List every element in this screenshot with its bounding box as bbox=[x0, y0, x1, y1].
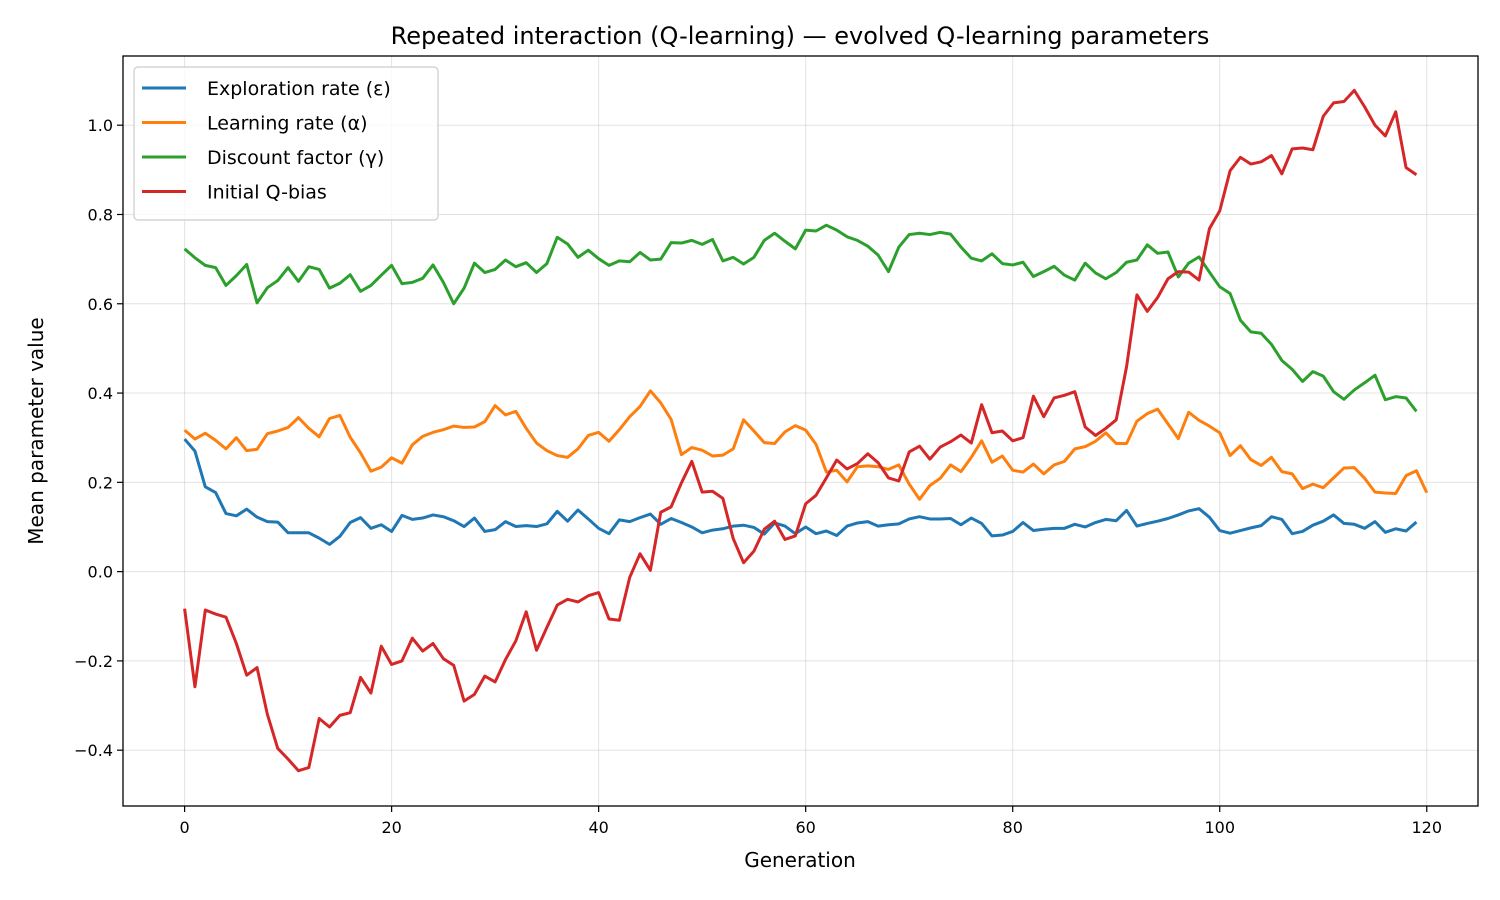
series-line-discount-factor bbox=[183, 223, 1418, 413]
x-tick-label: 0 bbox=[179, 818, 189, 837]
legend-label: Exploration rate (ε) bbox=[207, 78, 391, 100]
chart-title: Repeated interaction (Q-learning) — evol… bbox=[391, 22, 1210, 50]
grid bbox=[123, 56, 1478, 806]
legend: Exploration rate (ε) Learning rate (α) Dis… bbox=[133, 66, 439, 221]
series-lines bbox=[183, 88, 1429, 773]
legend-label: Discount factor (γ) bbox=[207, 147, 384, 169]
y-tick-label: 0.4 bbox=[88, 384, 113, 403]
x-tick-label: 40 bbox=[588, 818, 608, 837]
plot-frame bbox=[122, 55, 1479, 807]
series-line-initial-q-bias bbox=[183, 88, 1418, 773]
y-tick-label: 0.2 bbox=[88, 473, 113, 492]
axis-ticks: 0 20 40 60 80 100 120 −0.4 −0.2 0.0 0.2 0.4 0.6 0.8 1.… bbox=[74, 116, 1442, 837]
x-tick-label: 100 bbox=[1204, 818, 1235, 837]
x-axis-title: Generation bbox=[744, 848, 856, 872]
legend-label: Initial Q-bias bbox=[207, 182, 327, 204]
series-line-learning-rate bbox=[183, 389, 1429, 501]
y-tick-label: 0.8 bbox=[88, 205, 113, 224]
x-tick-label: 20 bbox=[381, 818, 401, 837]
x-tick-label: 120 bbox=[1411, 818, 1442, 837]
legend-label: Learning rate (α) bbox=[207, 113, 368, 135]
y-axis-title: Mean parameter value bbox=[24, 317, 48, 544]
y-tick-label: −0.2 bbox=[74, 652, 113, 671]
legend-box bbox=[133, 66, 439, 221]
x-tick-label: 80 bbox=[1003, 818, 1023, 837]
y-tick-label: 0.0 bbox=[88, 563, 113, 582]
y-tick-label: −0.4 bbox=[74, 741, 113, 760]
y-tick-label: 1.0 bbox=[88, 116, 113, 135]
y-tick-label: 0.6 bbox=[88, 295, 113, 314]
x-tick-label: 60 bbox=[795, 818, 815, 837]
series-line-exploration-rate bbox=[183, 438, 1418, 546]
